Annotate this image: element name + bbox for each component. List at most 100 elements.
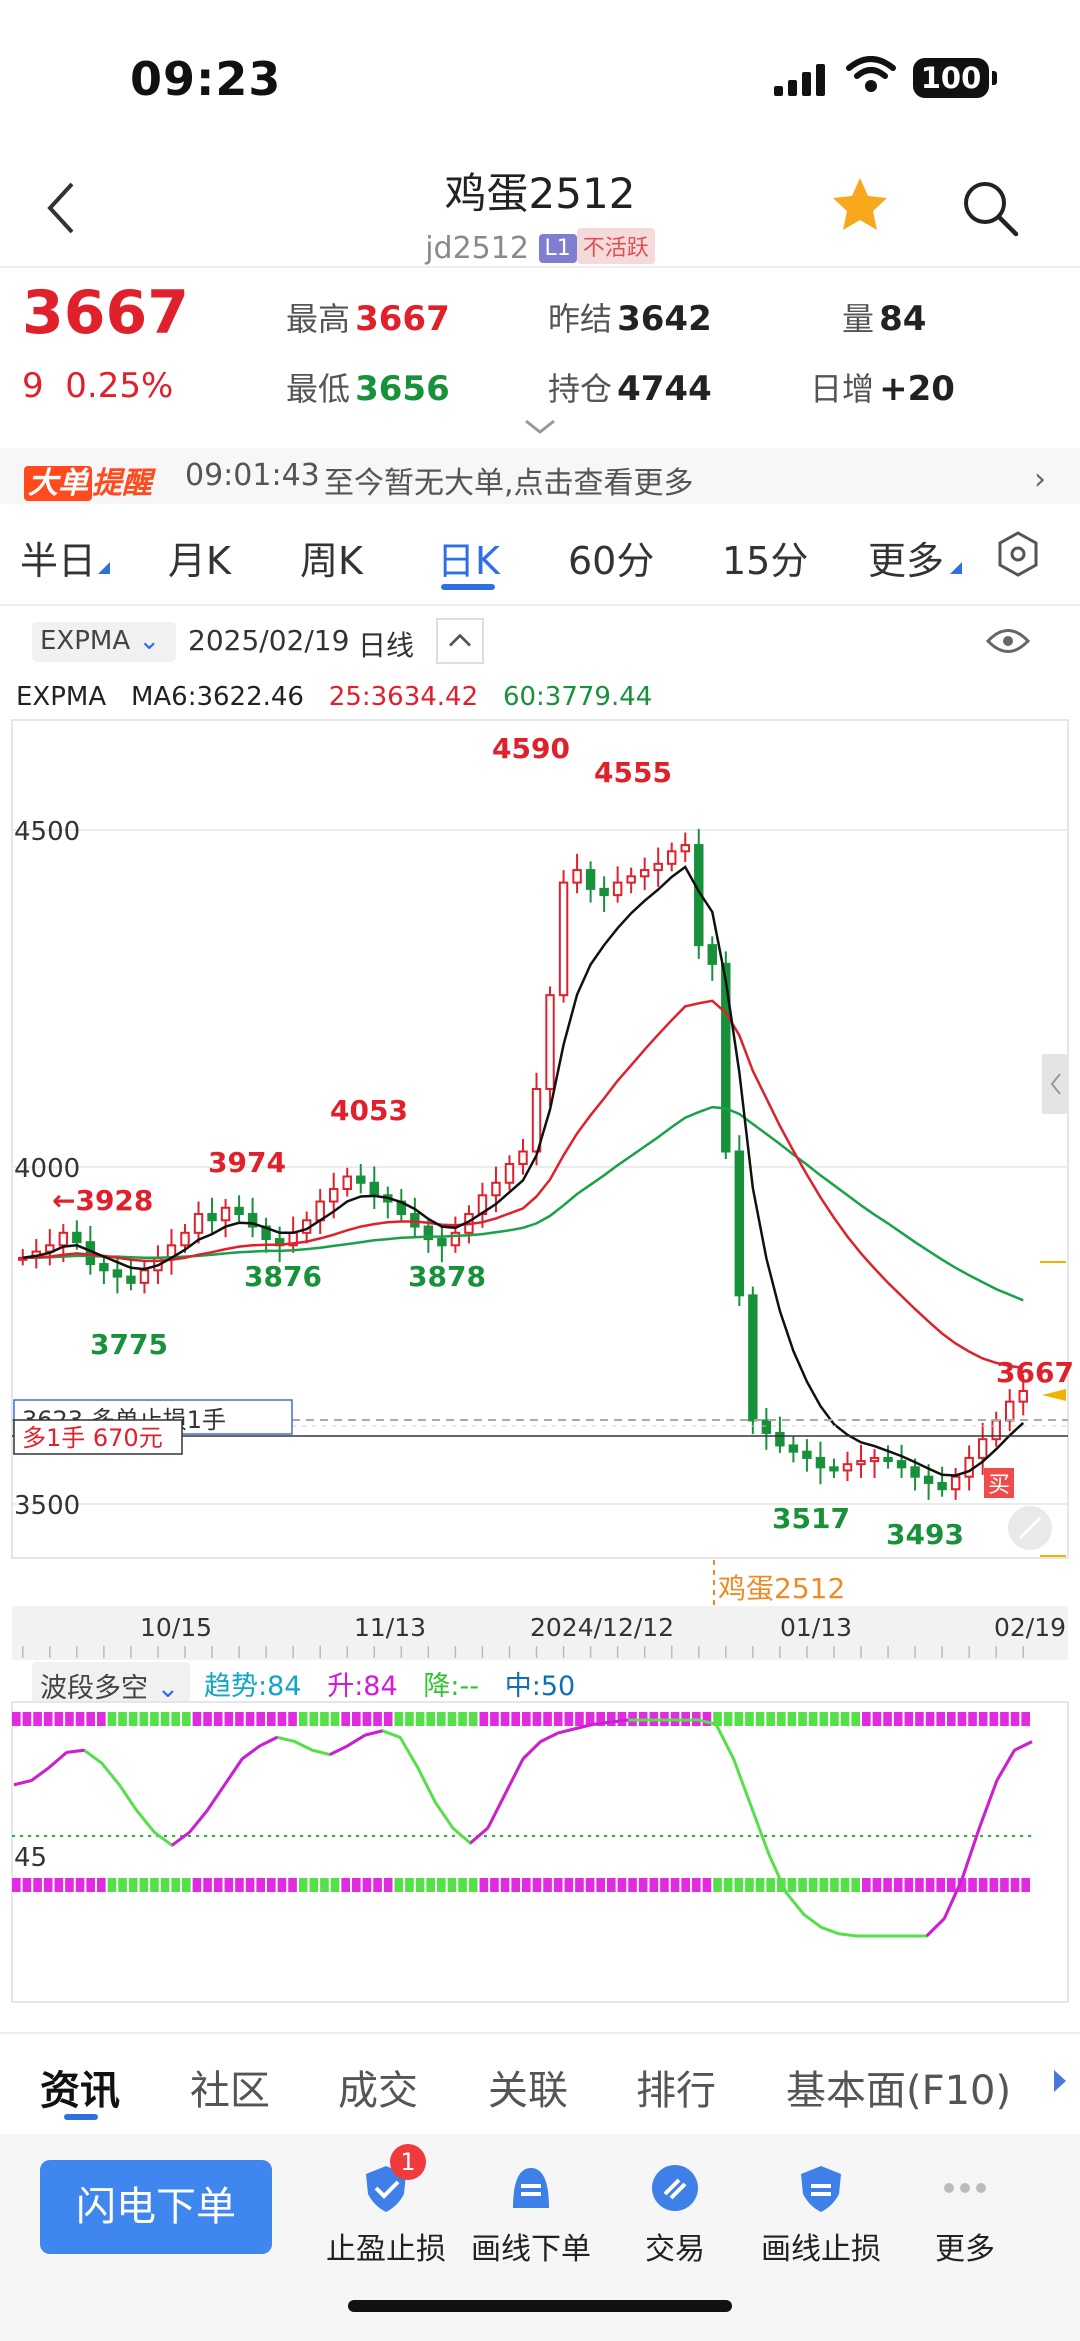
back-icon[interactable] <box>40 178 80 238</box>
signal-band-cell <box>182 1712 191 1726</box>
wave-indicator-chart[interactable]: 45 <box>0 1700 1080 2006</box>
home-indicator <box>348 2300 732 2312</box>
candle-up <box>667 850 677 865</box>
signal-band-cell <box>553 1712 563 1726</box>
shield-lines-icon <box>801 2166 841 2212</box>
label-4590: 4590 <box>492 732 570 765</box>
signal-band-cell <box>288 1712 297 1726</box>
signal-band-cell <box>1021 1878 1030 1892</box>
wave-rising-segment <box>205 1783 226 1812</box>
signal-band-cell <box>585 1878 595 1892</box>
signal-band-cell <box>532 1712 542 1726</box>
signal-band-cell <box>362 1878 372 1892</box>
notice-badge-b: 提醒 <box>92 466 152 501</box>
eye-icon[interactable] <box>986 624 1030 658</box>
chevron-down-icon[interactable] <box>523 418 557 436</box>
x-axis-ticks <box>22 1646 1024 1658</box>
chevron-right-icon[interactable]: › <box>1034 462 1046 497</box>
prev-settle-value: 3642 <box>617 299 712 339</box>
wave-rising-segment <box>48 1751 68 1769</box>
tab-community[interactable]: 社区 <box>190 2068 270 2114</box>
price-change: 9 0.25% <box>22 366 173 406</box>
signal-band-cell <box>723 1712 733 1726</box>
signal-band-cell <box>819 1878 829 1892</box>
tabs-scroll-right-icon[interactable] <box>1052 2068 1068 2094</box>
tab-half-day[interactable]: 半日 <box>20 539 97 583</box>
signal-band-cell <box>851 1712 860 1726</box>
take-profit-stop-loss-label: 止盈止损 <box>326 2232 446 2267</box>
tab-more[interactable]: 更多 <box>868 539 945 583</box>
signal-band-cell <box>213 1712 223 1726</box>
shield-check-icon <box>366 2166 406 2212</box>
wave-rising-segment <box>504 1758 525 1795</box>
tab-news[interactable]: 资讯 <box>40 2068 120 2114</box>
wave-rising-segment <box>925 1917 946 1938</box>
tab-fundamentals[interactable]: 基本面(F10) <box>786 2068 1012 2114</box>
ma6-value: MA6:3622.46 <box>130 682 304 712</box>
tab-60min[interactable]: 60分 <box>568 539 655 583</box>
wave-rising-segment <box>259 1735 278 1748</box>
notice-text[interactable]: 至今暂无大单,点击查看更多 <box>324 466 694 501</box>
collapse-up-icon[interactable] <box>436 618 484 664</box>
tab-week-k[interactable]: 周K <box>300 539 363 583</box>
volume-value: 84 <box>879 299 927 339</box>
signal-band-cell <box>426 1712 435 1726</box>
signal-band-cell <box>320 1712 329 1726</box>
signal-band-cell <box>256 1878 265 1892</box>
tab-trades[interactable]: 成交 <box>338 2068 418 2114</box>
signal-band-cell <box>957 1878 967 1892</box>
signal-band-cell <box>203 1712 212 1726</box>
tab-day-k[interactable]: 日K <box>437 539 500 583</box>
flash-order-button[interactable]: 闪电下单 <box>40 2160 272 2254</box>
signal-band-cell <box>128 1878 138 1892</box>
signal-band-cell <box>298 1712 308 1726</box>
signal-band-cell <box>915 1878 924 1892</box>
candle-down <box>802 1450 812 1459</box>
draw-line-order-button[interactable]: 画线下单 <box>456 2160 606 2268</box>
draw-line-stop-loss-button[interactable]: 画线止损 <box>746 2160 896 2268</box>
candle-up <box>518 1150 528 1166</box>
big-order-notice[interactable] <box>0 448 1080 504</box>
low-label: 最低 <box>286 370 351 408</box>
status-badge: 不活跃 <box>576 228 655 264</box>
x-tick-label: 2024/12/12 <box>530 1613 674 1642</box>
signal-band-cell <box>394 1878 404 1892</box>
candle-up <box>1005 1400 1015 1422</box>
tab-ranking[interactable]: 排行 <box>636 2068 716 2114</box>
signal-band-cell <box>405 1878 414 1892</box>
settings-hex-icon[interactable] <box>994 530 1042 578</box>
take-profit-stop-loss-button[interactable]: 止盈止损 <box>311 2160 461 2268</box>
signal-band-cell <box>766 1712 775 1726</box>
signal-band-cell <box>54 1878 64 1892</box>
ma25-value: 25:3634.42 <box>328 682 479 712</box>
signal-band-cell <box>373 1878 382 1892</box>
signal-bands <box>12 1712 1030 1892</box>
tab-15min[interactable]: 15分 <box>722 539 809 583</box>
sub-indicator-values: 趋势:84 升:84 降:-- 中:50 <box>204 1664 575 1703</box>
star-icon[interactable] <box>830 176 890 234</box>
candle-up <box>558 881 569 997</box>
signal-band-cell <box>734 1712 744 1726</box>
tab-related[interactable]: 关联 <box>488 2068 568 2114</box>
signal-band-cell <box>596 1878 605 1892</box>
signal-band-cell <box>596 1712 605 1726</box>
position-tag <box>13 1419 183 1455</box>
signal-band-cell <box>65 1878 74 1892</box>
more-actions-button[interactable]: 更多 <box>890 2160 1040 2268</box>
tab-month-k[interactable]: 月K <box>168 539 231 583</box>
trade-button[interactable]: 交易 <box>600 2160 750 2268</box>
signal-band-cell <box>617 1878 627 1892</box>
candle-down <box>599 887 609 897</box>
signal-band-cell <box>745 1878 754 1892</box>
indicator-select[interactable]: EXPMA ⌄ <box>32 622 176 662</box>
battery-tip <box>992 71 997 85</box>
search-icon[interactable] <box>960 178 1020 238</box>
candle-down <box>99 1263 109 1272</box>
candle-down <box>423 1225 434 1241</box>
candlestick-chart[interactable]: 4500 4000 3500 3623 多单止损1手 多1手 670元 4590… <box>0 716 1080 1616</box>
trend-value: 趋势:84 <box>204 1671 302 1702</box>
candle-down <box>896 1460 907 1469</box>
signal-band-cell <box>915 1712 924 1726</box>
sub-indicator-select[interactable]: 波段多空 ⌄ <box>32 1662 190 1704</box>
candle-up <box>504 1163 515 1184</box>
